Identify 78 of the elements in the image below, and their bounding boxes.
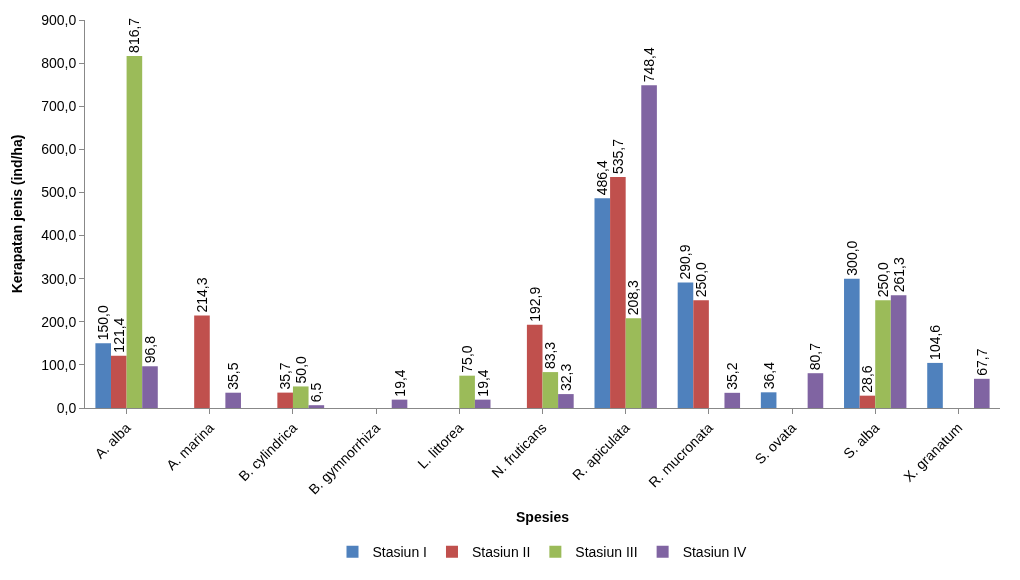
bar <box>641 85 657 408</box>
bar <box>459 375 475 408</box>
data-label: 75,0 <box>459 345 476 373</box>
x-tick-label: S. alba <box>840 419 883 462</box>
data-label: 36,4 <box>760 361 777 390</box>
data-label: 748,4 <box>641 47 658 83</box>
y-tick-label: 100,0 <box>41 356 77 373</box>
bar <box>844 278 860 408</box>
data-label: 80,7 <box>807 342 824 371</box>
data-label: 261,3 <box>890 257 907 293</box>
y-tick-label: 300,0 <box>41 270 77 287</box>
bar <box>225 392 241 408</box>
legend-label: Stasiun I <box>372 544 427 561</box>
y-tick-label: 600,0 <box>41 141 77 158</box>
data-label: 83,3 <box>542 341 559 370</box>
data-label: 250,0 <box>693 261 710 298</box>
data-label: 35,2 <box>724 362 741 390</box>
bar <box>760 392 777 408</box>
data-label: 150,0 <box>95 305 112 341</box>
y-tick-label: 500,0 <box>41 184 77 201</box>
data-label: 19,4 <box>391 369 408 397</box>
bar <box>677 282 694 408</box>
legend-label: Stasiun II <box>471 544 531 561</box>
bar <box>875 300 891 408</box>
bar <box>890 295 907 408</box>
data-label: 290,9 <box>677 244 694 280</box>
x-tick-label: A. alba <box>91 419 134 462</box>
data-label: 96,8 <box>141 335 158 364</box>
data-label: 28,6 <box>859 365 876 393</box>
data-label: 35,7 <box>277 362 294 390</box>
y-axis-title: Kerapatan jenis (ind/ha) <box>8 134 25 294</box>
bar <box>927 362 943 408</box>
bar <box>474 399 491 408</box>
data-label: 121,4 <box>110 317 127 353</box>
data-label: 486,4 <box>594 160 611 196</box>
bar <box>859 395 876 408</box>
bar <box>724 392 741 408</box>
data-label: 19,4 <box>474 369 491 397</box>
bar <box>308 405 325 408</box>
y-tick-label: 700,0 <box>41 98 77 115</box>
bar <box>693 300 709 408</box>
y-tick-label: 900,0 <box>41 11 77 28</box>
y-tick-label: 400,0 <box>41 227 77 244</box>
y-tick-label: 200,0 <box>41 313 77 330</box>
legend-label: Stasiun IV <box>682 544 748 561</box>
data-label: 250,0 <box>875 261 892 298</box>
bar <box>194 315 210 408</box>
data-label: 214,3 <box>193 277 210 313</box>
bar <box>625 318 642 408</box>
data-label: 208,3 <box>625 279 642 316</box>
bar <box>292 386 309 408</box>
bar <box>95 343 111 408</box>
data-label: 6,5 <box>308 382 325 403</box>
bar <box>277 392 293 408</box>
legend-label: Stasiun III <box>575 544 638 561</box>
data-label: 32,3 <box>557 363 574 392</box>
bar <box>126 55 143 408</box>
bar <box>391 399 408 408</box>
bar <box>807 373 824 408</box>
data-label: 535,7 <box>609 138 626 175</box>
bar <box>110 355 127 408</box>
bar <box>526 324 543 408</box>
bar <box>974 378 990 408</box>
bar <box>558 394 574 408</box>
bar <box>542 372 559 408</box>
data-label: 192,9 <box>526 286 543 322</box>
data-label: 35,5 <box>225 362 242 390</box>
data-label: 50,0 <box>292 355 309 384</box>
data-label: 67,7 <box>973 348 990 376</box>
bar <box>594 198 611 408</box>
y-tick-label: 800,0 <box>41 55 77 72</box>
bar <box>142 366 158 408</box>
x-axis-title: Spesies <box>516 508 570 525</box>
data-label: 300,0 <box>843 240 860 276</box>
y-tick-label: 0,0 <box>56 399 77 416</box>
bar <box>610 177 626 408</box>
data-label: 104,6 <box>927 324 944 360</box>
data-label: 816,7 <box>126 17 143 53</box>
